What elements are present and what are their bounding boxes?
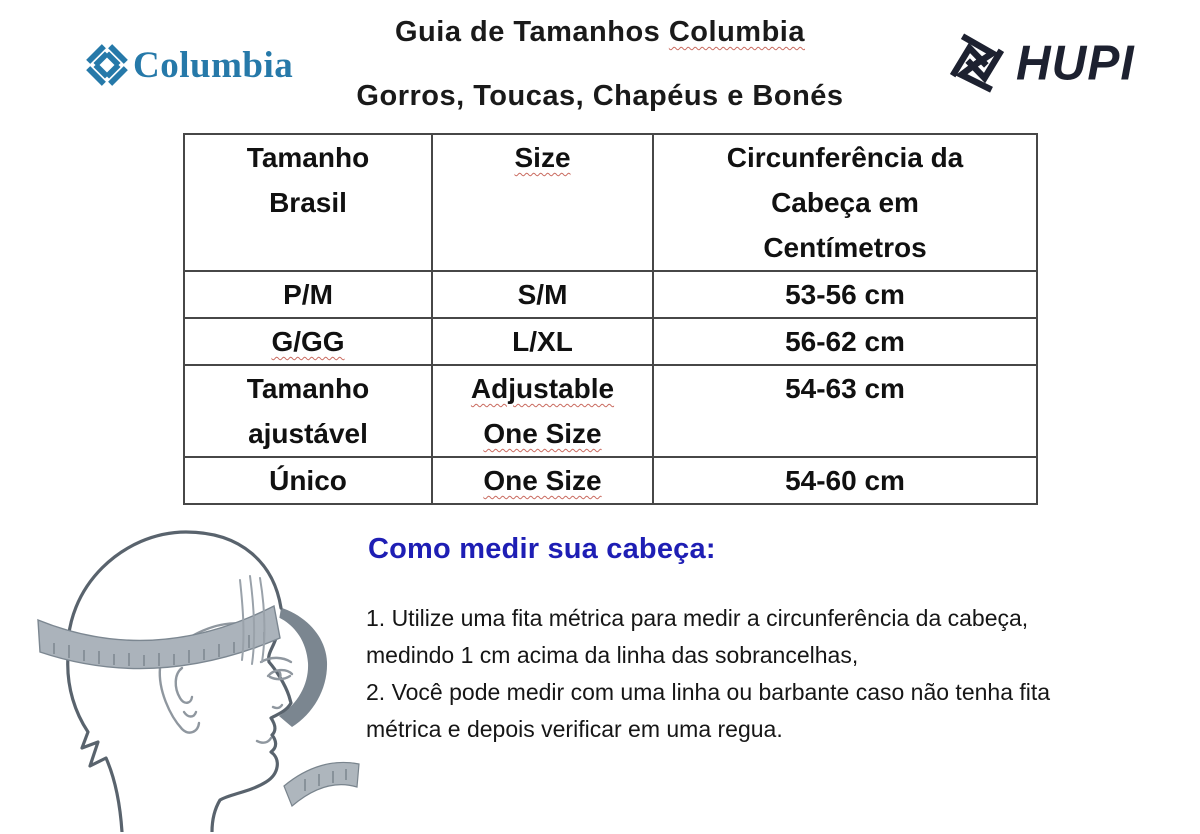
cell-circumference: 53-56 cm	[652, 270, 1038, 319]
cell-size: L/XL	[431, 317, 654, 366]
table-row: Tamanho ajustável Adjustable One Size 54…	[183, 364, 1038, 458]
hair-strands	[239, 575, 266, 665]
table-row: G/GG L/XL 56-62 cm	[183, 317, 1038, 366]
cell-circumference: 56-62 cm	[652, 317, 1038, 366]
cell-size: One Size	[431, 456, 654, 505]
cell-size: S/M	[431, 270, 654, 319]
cell-brasil: Único	[183, 456, 433, 505]
cell-brasil: Tamanho ajustável	[183, 364, 433, 458]
head-silhouette-fill	[67, 532, 291, 832]
cell-brasil: G/GG	[183, 317, 433, 366]
tape-fold-dark	[262, 604, 328, 727]
tape-ribbon-end	[283, 761, 360, 807]
page-title-prefix: Guia de Tamanhos	[395, 16, 669, 48]
columbia-logo-icon	[86, 44, 128, 86]
cell-circumference: 54-63 cm	[652, 364, 1038, 458]
columbia-logo-text: Columbia	[133, 44, 294, 86]
cell-circumference: 54-60 cm	[652, 456, 1038, 505]
column-header-tamanho-brasil: Tamanho Brasil	[183, 133, 433, 272]
howto-instructions: 1. Utilize uma fita métrica para medir a…	[366, 605, 1051, 742]
size-table: Tamanho Brasil Size Circunferência da Ca…	[183, 133, 1038, 505]
hupi-logo: HUPI	[944, 30, 1135, 96]
tape-band	[37, 604, 281, 670]
page-title-brand: Columbia	[668, 16, 805, 48]
column-header-size: Size	[431, 133, 654, 272]
columbia-logo: Columbia	[84, 42, 293, 88]
cell-size: Adjustable One Size	[431, 364, 654, 458]
hupi-logo-text: HUPI	[1016, 35, 1135, 91]
howto-heading: Como medir sua cabeça:	[368, 533, 716, 565]
column-header-circumference: Circunferência da Cabeça em Centímetros	[652, 133, 1038, 272]
cell-brasil: P/M	[183, 270, 433, 319]
hupi-logo-icon	[949, 33, 1005, 93]
table-row: P/M S/M 53-56 cm	[183, 270, 1038, 319]
table-row: Único One Size 54-60 cm	[183, 456, 1038, 505]
size-table-header-row: Tamanho Brasil Size Circunferência da Ca…	[183, 133, 1038, 272]
page-title-line1: Guia de Tamanhos Columbia	[0, 16, 1200, 49]
head-measurement-illustration	[37, 530, 360, 832]
page-title-line2: Gorros, Toucas, Chapéus e Bonés	[356, 80, 844, 112]
